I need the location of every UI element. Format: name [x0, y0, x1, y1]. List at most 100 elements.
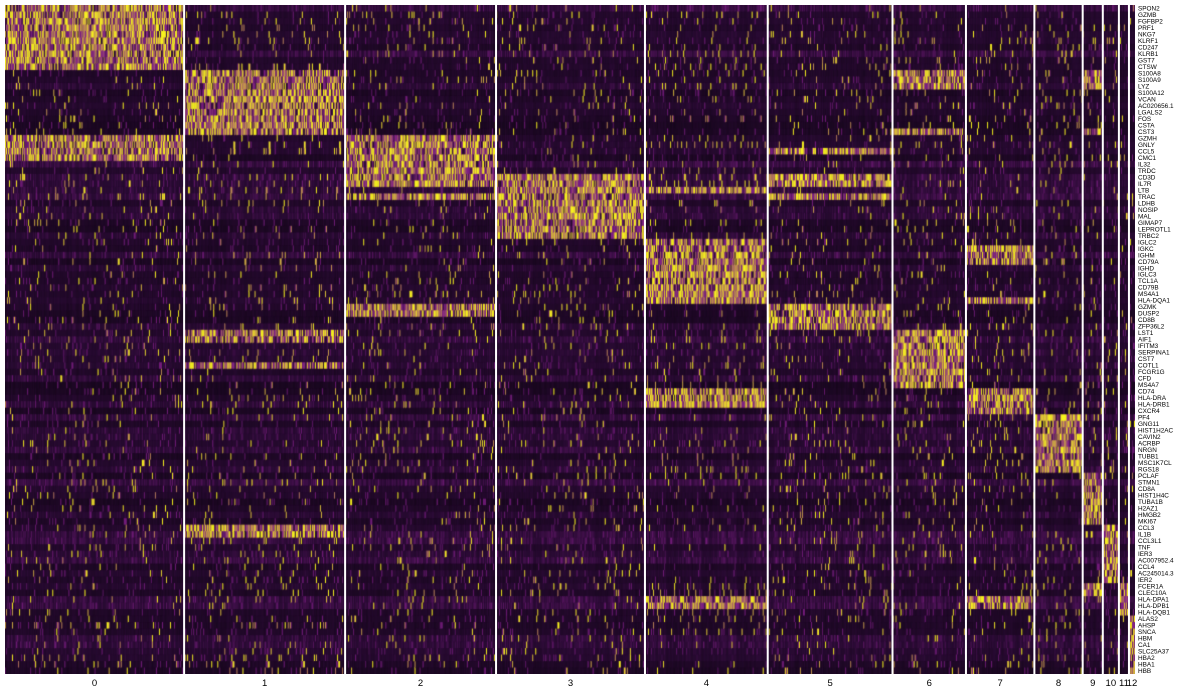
gene-label: IER2 — [1138, 577, 1153, 584]
gene-label: CFD — [1138, 376, 1152, 383]
gene-label: SPON2 — [1138, 5, 1160, 12]
gene-label: AC007952.4 — [1138, 558, 1174, 565]
cluster-label-3: 3 — [568, 678, 573, 689]
gene-label: HLA-DRB1 — [1138, 402, 1170, 409]
cluster-label-10: 10 — [1106, 678, 1117, 689]
gene-label: GIMAP7 — [1138, 220, 1163, 227]
gene-label: IL1B — [1138, 532, 1151, 539]
gene-label: IGHD — [1138, 265, 1154, 272]
gene-label: ACRBP — [1138, 441, 1160, 448]
gene-label: IER3 — [1138, 551, 1153, 558]
gene-label: HIST1H4C — [1138, 493, 1169, 500]
gene-label: CD79A — [1138, 259, 1159, 266]
gene-label: PCLAF — [1138, 473, 1159, 480]
gene-label: LEPROTL1 — [1138, 226, 1171, 233]
gene-label: DUSP2 — [1138, 311, 1160, 318]
gene-label: S100A8 — [1138, 70, 1161, 77]
gene-label: CD74 — [1138, 389, 1155, 396]
gene-label: AC245014.3 — [1138, 571, 1174, 578]
gene-label: CD8A — [1138, 486, 1156, 493]
gene-label: LDHB — [1138, 200, 1155, 207]
gene-label: FCER1A — [1138, 584, 1164, 591]
gene-label: HBA1 — [1138, 661, 1155, 668]
cluster-label-2: 2 — [418, 678, 423, 689]
cluster-label-7: 7 — [998, 678, 1003, 689]
gene-label: LGALS2 — [1138, 109, 1163, 116]
gene-label: CMC1 — [1138, 155, 1157, 162]
gene-label: IGLC2 — [1138, 239, 1157, 246]
gene-label: CST7 — [1138, 356, 1155, 363]
gene-label: ALAS2 — [1138, 616, 1158, 623]
gene-label: AC020656.1 — [1138, 103, 1174, 110]
gene-label: SNCA — [1138, 629, 1156, 636]
cluster-label-11: 11 — [1119, 678, 1129, 689]
gene-label: CD79B — [1138, 285, 1159, 292]
gene-label: HLA-DQA1 — [1138, 298, 1170, 305]
gene-label: GST7 — [1138, 57, 1155, 64]
gene-label: PRF1 — [1138, 25, 1155, 32]
gene-label: CCL4 — [1138, 564, 1155, 571]
gene-label: MSC1K7CL — [1138, 460, 1172, 467]
gene-label: HLA-DRA — [1138, 395, 1167, 402]
gene-label: HBB — [1138, 668, 1151, 675]
gene-label: HMGB2 — [1138, 512, 1161, 519]
gene-label: ZFP36L2 — [1138, 324, 1165, 331]
gene-label: IL7R — [1138, 181, 1152, 188]
gene-label: LTB — [1138, 187, 1149, 194]
gene-label: HLA-DQB1 — [1138, 609, 1170, 616]
gene-label: LYZ — [1138, 83, 1149, 90]
gene-label: MAL — [1138, 213, 1152, 220]
gene-label: GZMH — [1138, 135, 1157, 142]
gene-label: LST1 — [1138, 330, 1154, 337]
gene-label: CCL3 — [1138, 525, 1155, 532]
cluster-label-8: 8 — [1056, 678, 1061, 689]
gene-label: TRDC — [1138, 168, 1156, 175]
gene-label: MS4A1 — [1138, 291, 1159, 298]
gene-label: SERPINA1 — [1138, 350, 1170, 357]
cluster-label-0: 0 — [92, 678, 97, 689]
gene-label: CAVIN2 — [1138, 434, 1161, 441]
gene-label: NOSIP — [1138, 207, 1158, 214]
gene-label: GZMK — [1138, 304, 1157, 311]
cluster-label-4: 4 — [704, 678, 709, 689]
gene-label: TNF — [1138, 545, 1151, 552]
gene-label: H2AZ1 — [1138, 506, 1158, 513]
gene-label: CST3 — [1138, 129, 1155, 136]
gene-label: TRAC — [1138, 194, 1156, 201]
gene-label: S100A12 — [1138, 90, 1165, 97]
gene-label: MS4A7 — [1138, 382, 1159, 389]
gene-label: KLRF1 — [1138, 38, 1158, 45]
gene-label: VCAN — [1138, 96, 1156, 103]
gene-label: FCGR1G — [1138, 369, 1165, 376]
heatmap-cells — [5, 5, 1135, 674]
gene-label: RGS18 — [1138, 467, 1159, 474]
gene-label: FGFBP2 — [1138, 18, 1163, 25]
gene-label: CXCR4 — [1138, 408, 1160, 415]
gene-label: IFITM3 — [1138, 343, 1159, 350]
gene-label: CA1 — [1138, 642, 1151, 649]
cluster-label-1: 1 — [262, 678, 267, 689]
gene-label: IGLC3 — [1138, 272, 1157, 279]
gene-label: FOS — [1138, 116, 1151, 123]
gene-label: IGKC — [1138, 246, 1154, 253]
gene-label: CD247 — [1138, 44, 1158, 51]
gene-label: HLA-DPB1 — [1138, 603, 1170, 610]
gene-label: SLC25A37 — [1138, 648, 1169, 655]
gene-label: AIF1 — [1138, 337, 1152, 344]
gene-label: CCL3L1 — [1138, 538, 1162, 545]
gene-label: TUBA1B — [1138, 499, 1163, 506]
gene-label: CD8B — [1138, 317, 1155, 324]
gene-label: TUBB1 — [1138, 454, 1159, 461]
cluster-label-12: 12 — [1127, 678, 1138, 689]
gene-label: GNLY — [1138, 142, 1156, 149]
gene-label: GNG11 — [1138, 421, 1160, 428]
gene-label: NKG7 — [1138, 31, 1156, 38]
gene-label: AHSP — [1138, 622, 1155, 629]
cluster-label-5: 5 — [827, 678, 832, 689]
gene-label: NRGN — [1138, 447, 1157, 454]
gene-label: CTSW — [1138, 64, 1158, 71]
cluster-label-6: 6 — [927, 678, 932, 689]
gene-label: HBA2 — [1138, 655, 1155, 662]
